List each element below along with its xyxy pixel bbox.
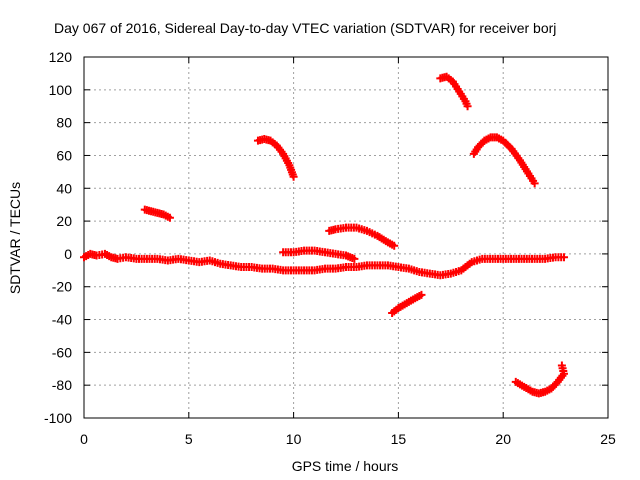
data-point (559, 253, 568, 262)
y-tick-label: 100 (49, 82, 73, 98)
x-tick-label: 20 (495, 431, 511, 447)
grid-lines (84, 57, 608, 418)
y-tick-label: 60 (56, 147, 72, 163)
y-axis-label: SDTVAR / TECUs (7, 182, 23, 294)
y-tick-label: -60 (52, 344, 72, 360)
series-arc_15h (388, 290, 426, 317)
y-tick-label: 0 (64, 246, 72, 262)
y-tick-label: 80 (56, 115, 72, 131)
plot-frame (83, 56, 609, 419)
x-tick-label: 0 (80, 431, 88, 447)
y-tick-label: -40 (52, 312, 72, 328)
x-tick-label: 5 (185, 431, 193, 447)
series-arc_8h (253, 135, 298, 181)
data-point (417, 290, 426, 299)
plot-border (83, 56, 609, 419)
axis-ticks: 0 5 10 15 20 25 120 100 80 60 40 20 0 -20 -40 -60 -80 -10… (44, 49, 616, 447)
data-point (557, 361, 566, 370)
data-point (165, 213, 174, 222)
series-baseline (80, 249, 568, 280)
y-tick-label: 120 (49, 49, 73, 65)
series-arc_19h (469, 133, 539, 188)
data-point (530, 179, 539, 188)
data-point (289, 172, 298, 181)
series-arc_17h (436, 72, 472, 111)
series-arc_12h (325, 223, 399, 250)
x-axis-label: GPS time / hours (292, 458, 399, 474)
y-tick-label: 40 (56, 180, 72, 196)
data-series (80, 72, 568, 398)
y-tick-label: 20 (56, 213, 72, 229)
y-tick-label: -20 (52, 279, 72, 295)
series-arc_3h (140, 205, 174, 222)
series-arc_10h (279, 246, 359, 263)
x-tick-label: 15 (391, 431, 407, 447)
series-arc_21h (511, 361, 568, 398)
y-tick-label: -80 (52, 377, 72, 393)
x-tick-label: 25 (600, 431, 616, 447)
data-point (350, 254, 359, 263)
data-point (463, 102, 472, 111)
x-tick-label: 10 (286, 431, 302, 447)
data-point (390, 241, 399, 250)
y-tick-label: -100 (44, 410, 72, 426)
chart-title: Day 067 of 2016, Sidereal Day-to-day VTE… (54, 20, 556, 36)
